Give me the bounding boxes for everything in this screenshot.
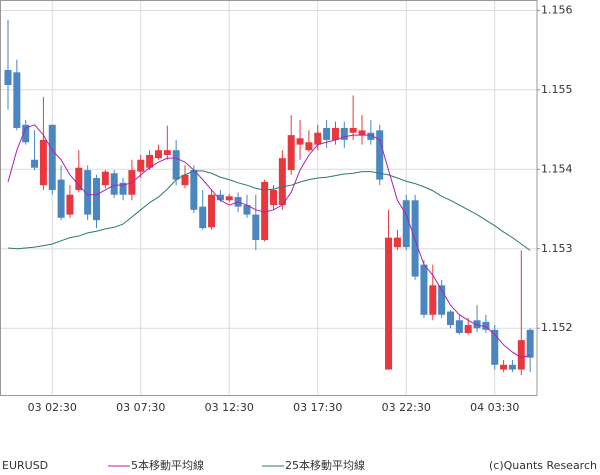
candle-body xyxy=(93,178,100,221)
candle-body xyxy=(199,206,207,229)
y-tick-label: 1.153 xyxy=(541,242,573,255)
candle-body xyxy=(261,182,269,241)
candle-body xyxy=(287,135,295,171)
plot-frame xyxy=(0,0,538,396)
candle-body xyxy=(464,325,472,334)
candle-body xyxy=(447,311,454,326)
candle-body xyxy=(101,171,109,186)
candle-body xyxy=(66,194,74,215)
candle-body xyxy=(349,127,357,133)
x-tick-label: 03 17:30 xyxy=(293,401,342,414)
candle-body xyxy=(181,174,189,186)
candle-body xyxy=(358,130,366,136)
y-tick-label: 1.154 xyxy=(541,162,573,175)
candle-body xyxy=(119,182,127,195)
candle-body xyxy=(385,237,393,370)
candle-body xyxy=(429,285,437,315)
candle-body xyxy=(305,142,313,151)
legend-label: 25本移動平均線 xyxy=(285,458,365,472)
candle-body xyxy=(13,72,21,128)
candle-body xyxy=(172,150,180,180)
candle-body xyxy=(225,196,233,201)
candle-body xyxy=(39,139,47,186)
symbol-label: EURUSD xyxy=(2,459,48,472)
candle-body xyxy=(517,340,525,370)
y-tick-label: 1.152 xyxy=(541,321,573,334)
candle-body xyxy=(4,69,12,86)
candle-body xyxy=(314,132,322,145)
candle-body xyxy=(526,329,534,358)
x-tick-label: 03 22:30 xyxy=(382,401,431,414)
y-tick-label: 1.155 xyxy=(541,83,573,96)
ma-line xyxy=(7,124,531,359)
candle-body xyxy=(243,205,251,215)
candle-body xyxy=(482,321,490,330)
candle-body xyxy=(48,124,56,190)
candle-body xyxy=(84,170,92,215)
candle-body xyxy=(278,158,286,206)
candle-body xyxy=(190,170,198,210)
candle-body xyxy=(473,320,481,329)
candle-body xyxy=(22,124,30,143)
candle-body xyxy=(340,127,348,140)
x-tick-label: 03 02:30 xyxy=(28,401,77,414)
candle-body xyxy=(420,264,428,315)
candle-body xyxy=(376,130,384,180)
credit: (c)Quants Research xyxy=(489,459,597,472)
candle-body xyxy=(500,364,508,370)
x-tick-label: 03 12:30 xyxy=(205,401,254,414)
candle-body xyxy=(402,200,410,248)
candle-body xyxy=(508,364,516,370)
candle-body xyxy=(163,150,171,155)
ma-line xyxy=(7,170,531,251)
candle-body xyxy=(331,127,339,140)
candle-body xyxy=(296,138,304,145)
candle-body xyxy=(393,237,401,248)
legend-label: 5本移動平均線 xyxy=(131,458,204,472)
candle-body xyxy=(146,154,154,168)
x-tick-label: 04 03:30 xyxy=(470,401,519,414)
candle-body xyxy=(216,194,224,201)
candle-body xyxy=(438,285,446,315)
candle-body xyxy=(208,194,216,228)
candle-body xyxy=(252,214,260,241)
candle-body xyxy=(455,320,463,334)
candle-body xyxy=(31,159,39,168)
candle-body xyxy=(411,200,419,277)
x-tick-label: 03 07:30 xyxy=(116,401,165,414)
candle-body xyxy=(367,132,375,140)
y-tick-label: 1.156 xyxy=(541,3,573,16)
candle-body xyxy=(57,179,65,218)
candle-body xyxy=(491,329,499,365)
candle-body xyxy=(75,167,83,190)
candle-body xyxy=(154,150,162,159)
candle-body xyxy=(270,189,277,206)
candle-body xyxy=(110,173,118,195)
candle-body xyxy=(137,159,145,172)
candle-body xyxy=(323,127,331,140)
